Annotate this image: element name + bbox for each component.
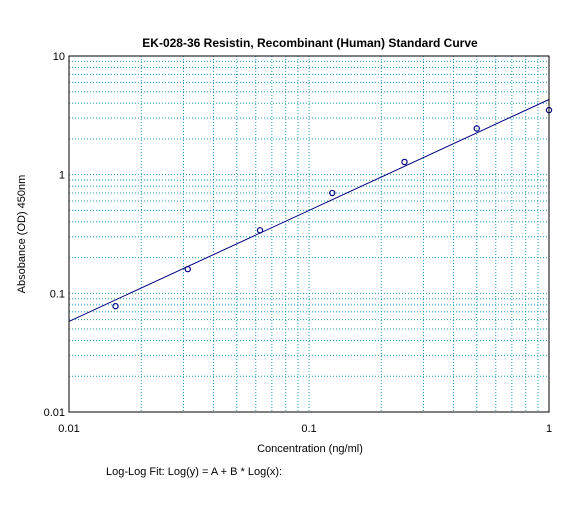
data-point	[473, 125, 480, 132]
fit-equation: Log-Log Fit: Log(y) = A + B * Log(x):	[106, 466, 283, 478]
chart-title: EK-028-36 Resistin, Recombinant (Human) …	[142, 36, 478, 50]
grid	[69, 56, 549, 412]
plot-frame	[68, 55, 550, 413]
data-point	[401, 158, 408, 166]
y-tick-label: 10	[53, 51, 65, 63]
x-tick-label: 1	[546, 423, 552, 435]
x-axis-label: Concentration (ng/ml)	[257, 443, 363, 455]
y-axis-label: Absobance (OD) 450nm	[16, 175, 28, 294]
x-tick-labels: 0.01 0.1 1	[58, 423, 552, 435]
y-tick-label: 0.01	[44, 407, 65, 419]
data-point	[256, 227, 264, 234]
fit-line	[68, 99, 550, 322]
y-tick-label: 0.1	[50, 288, 65, 300]
data-points	[112, 106, 553, 310]
data-point	[329, 189, 336, 197]
fit-line-layer	[68, 99, 550, 322]
x-tick-label: 0.01	[58, 423, 79, 435]
data-point	[112, 302, 119, 310]
y-tick-label: 1	[59, 170, 65, 182]
y-tick-labels: 10 1 0.1 0.01	[44, 51, 65, 419]
x-tick-label: 0.1	[301, 423, 316, 435]
data-point	[184, 265, 191, 273]
